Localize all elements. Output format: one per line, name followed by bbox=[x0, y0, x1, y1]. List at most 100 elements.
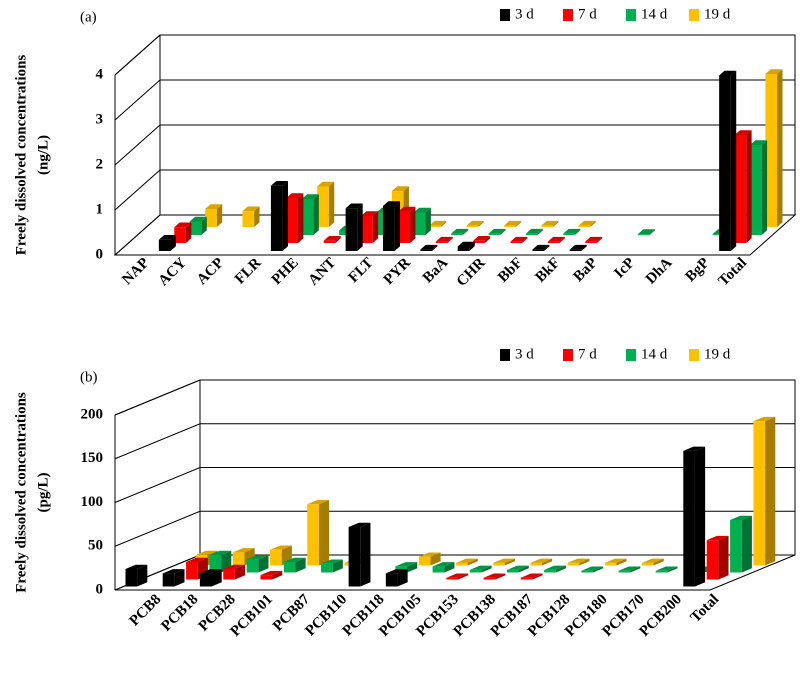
grid-line bbox=[114, 423, 795, 460]
bar bbox=[473, 240, 485, 243]
legend-label: 19 d bbox=[704, 6, 731, 22]
bar-top bbox=[563, 228, 581, 234]
bar-top bbox=[753, 416, 776, 422]
legend-swatch bbox=[689, 9, 699, 21]
bar bbox=[749, 145, 762, 235]
legend-swatch bbox=[626, 349, 636, 361]
bar bbox=[323, 240, 336, 243]
panel-label: (b) bbox=[80, 369, 98, 385]
bar-top bbox=[457, 241, 475, 247]
bar bbox=[581, 570, 593, 573]
bar bbox=[376, 212, 389, 235]
bar bbox=[125, 569, 138, 587]
bar bbox=[734, 135, 747, 243]
bar-side bbox=[559, 236, 565, 243]
bar bbox=[712, 234, 725, 236]
bar-top bbox=[435, 236, 453, 242]
bar-top bbox=[162, 569, 185, 574]
bar-top bbox=[432, 562, 455, 567]
bar-top bbox=[301, 194, 319, 199]
y-tick-label: 4 bbox=[96, 66, 104, 82]
bar bbox=[270, 549, 282, 566]
bar-top bbox=[706, 535, 729, 541]
bar bbox=[618, 570, 631, 573]
bar-top bbox=[455, 558, 478, 563]
bar-side bbox=[515, 220, 522, 227]
bar-side bbox=[777, 69, 783, 227]
x-tick-label: BaA bbox=[420, 255, 451, 286]
bar bbox=[604, 562, 617, 566]
bar-side bbox=[410, 206, 416, 243]
bar-side bbox=[447, 236, 453, 243]
bar bbox=[432, 566, 445, 573]
y-tick-label: 0 bbox=[96, 581, 104, 597]
bar-side bbox=[458, 573, 469, 580]
bar bbox=[223, 569, 235, 580]
bar-top bbox=[348, 522, 371, 527]
bar-side bbox=[579, 558, 590, 566]
bar bbox=[317, 186, 329, 227]
y-tick-label: 0 bbox=[96, 246, 104, 262]
y-tick-label: 2 bbox=[96, 156, 104, 172]
x-tick-label: NAP bbox=[119, 255, 152, 288]
bar-side bbox=[522, 236, 528, 243]
bar-top bbox=[232, 548, 255, 553]
bar-side bbox=[596, 236, 603, 243]
bar-top bbox=[520, 573, 543, 578]
bar-top bbox=[260, 570, 283, 576]
x-tick-label: BbF bbox=[495, 255, 526, 286]
bar-side bbox=[761, 140, 768, 235]
bar-top bbox=[541, 220, 559, 226]
bar-top bbox=[395, 562, 418, 567]
bar bbox=[301, 199, 314, 235]
x-tick-label: Total bbox=[716, 255, 751, 290]
bar-side bbox=[328, 181, 335, 227]
bar bbox=[455, 562, 468, 566]
bar bbox=[361, 216, 373, 243]
bar bbox=[569, 249, 582, 251]
bar-top bbox=[581, 566, 604, 571]
bar-side bbox=[372, 211, 379, 243]
bar bbox=[493, 562, 505, 566]
x-tick-label: Total bbox=[688, 591, 723, 626]
bar-side bbox=[282, 180, 288, 251]
bar-side bbox=[616, 558, 627, 566]
bar bbox=[321, 563, 333, 573]
bar-top bbox=[205, 204, 223, 209]
bar-top bbox=[195, 550, 218, 555]
x-tick-label: ACY bbox=[155, 255, 189, 289]
bar-side bbox=[216, 204, 223, 227]
bar-side bbox=[407, 562, 418, 573]
y-axis-unit: (pg/L) bbox=[35, 472, 51, 512]
bar-top bbox=[361, 211, 379, 216]
panel-label: (a) bbox=[80, 9, 97, 25]
bar-top bbox=[506, 565, 529, 570]
bar-side bbox=[318, 500, 330, 566]
bar-top bbox=[391, 186, 409, 191]
bar-top bbox=[719, 70, 737, 76]
x-tick-label: IcP bbox=[611, 255, 638, 282]
bar-side bbox=[394, 201, 401, 251]
bar-side bbox=[170, 234, 176, 251]
bar bbox=[457, 246, 470, 251]
bar-top bbox=[451, 228, 469, 234]
bar-top bbox=[765, 69, 783, 74]
bar bbox=[547, 241, 560, 243]
bar bbox=[730, 520, 742, 573]
bar-side bbox=[667, 566, 678, 573]
bar bbox=[544, 569, 556, 573]
bar-side bbox=[541, 558, 553, 566]
bar-side bbox=[298, 193, 304, 243]
bar-side bbox=[532, 573, 543, 580]
bar-side bbox=[332, 559, 343, 573]
bar-top bbox=[683, 446, 706, 451]
bar-top bbox=[544, 565, 566, 570]
bar-top bbox=[730, 515, 752, 520]
legend-label: 3 d bbox=[515, 6, 534, 22]
x-tick-label: BgP bbox=[683, 255, 713, 285]
legend-swatch bbox=[500, 9, 510, 21]
bar bbox=[510, 241, 523, 243]
bar-side bbox=[500, 228, 506, 235]
bar bbox=[158, 239, 171, 251]
